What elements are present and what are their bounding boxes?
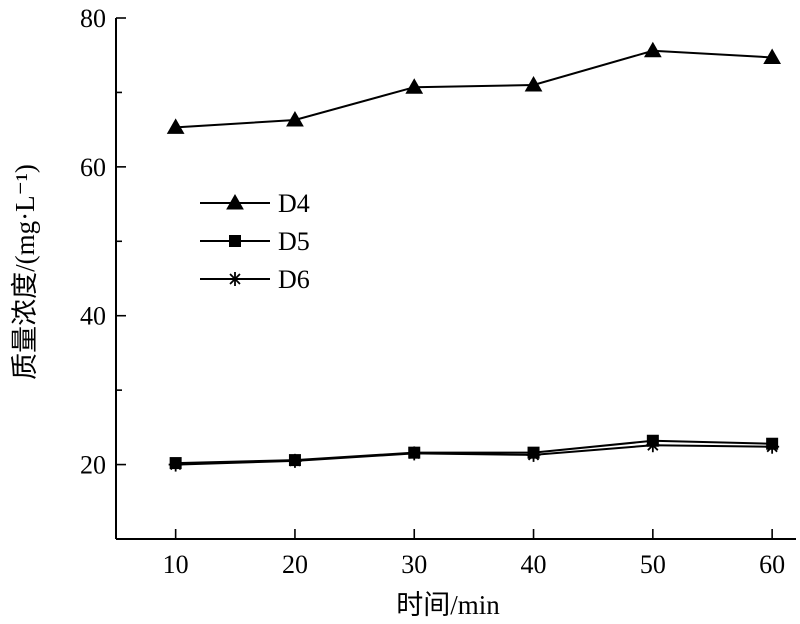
- series-line-d6: [175, 444, 773, 466]
- y-tick-label: 80: [80, 4, 106, 33]
- x-tick-label: 10: [163, 550, 189, 579]
- legend: D4 D5 D6: [200, 189, 310, 294]
- y-tick-label: 40: [80, 302, 106, 331]
- series-d4: [166, 41, 782, 134]
- series-line-d4: [175, 49, 773, 129]
- x-tick-label: 60: [759, 550, 785, 579]
- data-point-d6: [645, 438, 660, 453]
- data-point-d6: [407, 446, 422, 461]
- data-point-d6: [168, 457, 183, 472]
- legend-item-d6: D6: [200, 265, 310, 294]
- data-point-d4: [286, 110, 304, 127]
- data-point-d4: [763, 48, 782, 64]
- legend-label-d6: D6: [278, 265, 310, 294]
- series-line-d5: [175, 439, 773, 465]
- x-tick-label: 30: [401, 550, 427, 579]
- series-d5: [169, 434, 779, 470]
- legend-marker-d6: [228, 272, 242, 286]
- data-point-d4: [643, 41, 662, 58]
- x-tick-label: 20: [282, 550, 308, 579]
- legend-item-d4: D4: [200, 189, 310, 218]
- y-tick-label: 60: [80, 153, 106, 182]
- data-point-d6: [287, 453, 302, 468]
- axis-ticks: 10 20 30 40 50 60 20 40 60 80: [80, 4, 785, 579]
- y-tick-label: 20: [80, 451, 106, 480]
- y-axis-title: 质量浓度/(mg·L⁻¹): [10, 164, 40, 380]
- legend-label-d4: D4: [278, 189, 310, 218]
- x-tick-label: 50: [640, 550, 666, 579]
- x-axis-title: 时间/min: [396, 590, 500, 620]
- legend-marker-d5: [229, 235, 241, 247]
- data-point-d6: [526, 447, 541, 462]
- legend-item-d5: D5: [200, 227, 310, 256]
- data-point-d4: [524, 75, 543, 92]
- data-point-d6: [765, 439, 780, 454]
- series-d6: [168, 438, 780, 472]
- axes: [115, 18, 796, 540]
- series-group: [166, 41, 782, 472]
- x-tick-label: 40: [521, 550, 547, 579]
- data-point-d4: [405, 78, 424, 94]
- legend-marker-d4: [226, 193, 244, 210]
- data-point-d4: [166, 118, 185, 134]
- legend-label-d5: D5: [278, 227, 310, 256]
